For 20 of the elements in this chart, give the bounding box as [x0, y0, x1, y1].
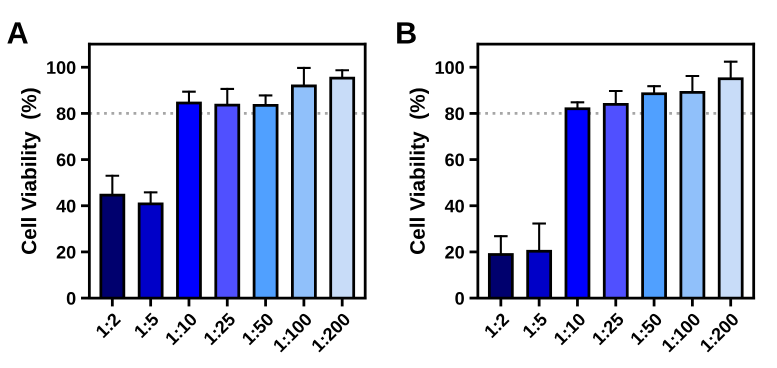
x-tick-label: 1:5: [522, 312, 548, 338]
y-tick-label: 20: [56, 246, 76, 259]
y-tick-label: 80: [56, 107, 76, 120]
y-tick-label: 100: [47, 61, 76, 74]
x-tick-label: 1:2: [95, 312, 122, 338]
y-tick-label: 40: [56, 200, 76, 212]
y-axis-title: Cell Viability (%): [21, 88, 40, 254]
y-tick-label: 80: [445, 107, 464, 120]
y-tick-label: 0: [455, 292, 464, 305]
y-tick-label: 20: [445, 246, 464, 259]
chart-title: A: [7, 22, 28, 44]
y-tick-label: 40: [444, 200, 464, 212]
y-tick-label: 0: [66, 292, 76, 305]
x-tick-label: 1:2: [484, 312, 510, 338]
y-tick-label: 60: [445, 154, 464, 166]
y-tick-label: 100: [436, 61, 464, 74]
y-axis-title: Cell Viability (%): [410, 88, 429, 254]
y-tick-label: 60: [56, 154, 76, 166]
chart-title: B: [397, 22, 416, 44]
x-tick-label: 1:5: [133, 312, 160, 338]
